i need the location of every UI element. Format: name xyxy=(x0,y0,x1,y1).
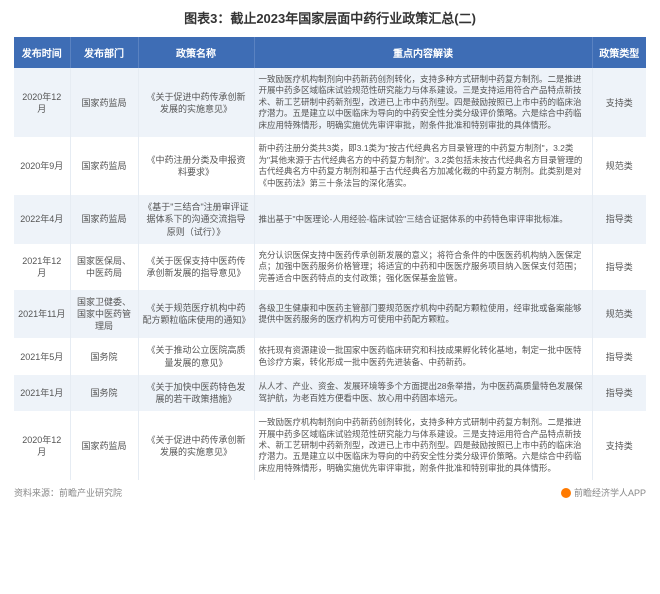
cell-policy: 《关于加快中医药特色发展的若干政策措施》 xyxy=(138,375,254,411)
cell-dept: 国家药监局 xyxy=(70,68,138,137)
table-row: 2020年9月 国家药监局 《中药注册分类及申报资料要求》 新中药注册分类共3类… xyxy=(14,137,646,195)
cell-date: 2020年12月 xyxy=(14,68,70,137)
cell-dept: 国家药监局 xyxy=(70,411,138,480)
cell-desc: 一致励医疗机构制剂向中药新药创剂转化，支持多种方式研制中药复方制剂。二是推进开展… xyxy=(254,411,592,480)
cell-dept: 国务院 xyxy=(70,338,138,374)
brand-logo-icon xyxy=(561,488,571,498)
cell-desc: 新中药注册分类共3类，即3.1类为"按古代经典名方目录管理的中药复方制剂"，3.… xyxy=(254,137,592,195)
table-row: 2021年1月 国务院 《关于加快中医药特色发展的若干政策措施》 从人才、产业、… xyxy=(14,375,646,411)
table-container: 发布时间 发布部门 政策名称 重点内容解读 政策类型 2020年12月 国家药监… xyxy=(0,37,660,480)
brand-label: 前瞻经济学人APP xyxy=(561,486,646,499)
cell-policy: 《关于促进中药传承创新发展的实施意见》 xyxy=(138,411,254,480)
cell-policy: 《关于医保支持中医药传承创新发展的指导意见》 xyxy=(138,244,254,290)
cell-dept: 国务院 xyxy=(70,375,138,411)
cell-date: 2020年12月 xyxy=(14,411,70,480)
cell-desc: 各级卫生健康和中医药主管部门要规范医疗机构中药配方颗粒使用，经审批或备案能够提供… xyxy=(254,290,592,338)
cell-desc: 一致励医疗机构制剂向中药新药创剂转化，支持多种方式研制中药复方制剂。二是推进开展… xyxy=(254,68,592,137)
cell-desc: 依托现有资源建设一批国家中医药临床研究和科技成果孵化转化基地，制定一批中医特色诊… xyxy=(254,338,592,374)
col-header-dept: 发布部门 xyxy=(70,37,138,68)
source-label: 资料来源：前瞻产业研究院 xyxy=(14,486,122,499)
cell-policy: 《中药注册分类及申报资料要求》 xyxy=(138,137,254,195)
cell-dept: 国家药监局 xyxy=(70,137,138,195)
cell-dept: 国家卫健委、国家中医药管理局 xyxy=(70,290,138,338)
cell-desc: 充分认识医保支持中医药传承创新发展的意义；将符合条件的中医医药机构纳入医保定点；… xyxy=(254,244,592,290)
cell-desc: 推出基于"中医理论-人用经验-临床试验"三结合证据体系的中药特色审评审批标准。 xyxy=(254,195,592,243)
cell-date: 2021年11月 xyxy=(14,290,70,338)
cell-date: 2022年4月 xyxy=(14,195,70,243)
cell-dept: 国家医保局、中医药局 xyxy=(70,244,138,290)
cell-type: 指导类 xyxy=(592,375,646,411)
table-header-row: 发布时间 发布部门 政策名称 重点内容解读 政策类型 xyxy=(14,37,646,68)
table-row: 2021年12月 国家医保局、中医药局 《关于医保支持中医药传承创新发展的指导意… xyxy=(14,244,646,290)
cell-type: 规范类 xyxy=(592,137,646,195)
cell-policy: 《关于规范医疗机构中药配方颗粒临床使用的通知》 xyxy=(138,290,254,338)
brand-text: 前瞻经济学人APP xyxy=(574,486,646,499)
cell-type: 指导类 xyxy=(592,338,646,374)
cell-dept: 国家药监局 xyxy=(70,195,138,243)
cell-type: 支持类 xyxy=(592,68,646,137)
table-row: 2020年12月 国家药监局 《关于促进中药传承创新发展的实施意见》 一致励医疗… xyxy=(14,68,646,137)
cell-policy: 《关于促进中药传承创新发展的实施意见》 xyxy=(138,68,254,137)
cell-type: 规范类 xyxy=(592,290,646,338)
cell-date: 2020年9月 xyxy=(14,137,70,195)
cell-date: 2021年5月 xyxy=(14,338,70,374)
col-header-date: 发布时间 xyxy=(14,37,70,68)
col-header-policy: 政策名称 xyxy=(138,37,254,68)
table-row: 2020年12月 国家药监局 《关于促进中药传承创新发展的实施意见》 一致励医疗… xyxy=(14,411,646,480)
cell-date: 2021年1月 xyxy=(14,375,70,411)
cell-type: 指导类 xyxy=(592,195,646,243)
table-body: 2020年12月 国家药监局 《关于促进中药传承创新发展的实施意见》 一致励医疗… xyxy=(14,68,646,480)
cell-policy: 《关于推动公立医院高质量发展的意见》 xyxy=(138,338,254,374)
table-row: 2022年4月 国家药监局 《基于"三结合"注册审评证据体系下的沟通交流指导原则… xyxy=(14,195,646,243)
cell-type: 支持类 xyxy=(592,411,646,480)
cell-type: 指导类 xyxy=(592,244,646,290)
cell-policy: 《基于"三结合"注册审评证据体系下的沟通交流指导原则（试行）》 xyxy=(138,195,254,243)
footer: 资料来源：前瞻产业研究院 前瞻经济学人APP xyxy=(0,480,660,499)
col-header-desc: 重点内容解读 xyxy=(254,37,592,68)
cell-date: 2021年12月 xyxy=(14,244,70,290)
table-row: 2021年5月 国务院 《关于推动公立医院高质量发展的意见》 依托现有资源建设一… xyxy=(14,338,646,374)
col-header-type: 政策类型 xyxy=(592,37,646,68)
policy-table: 发布时间 发布部门 政策名称 重点内容解读 政策类型 2020年12月 国家药监… xyxy=(14,37,646,480)
table-row: 2021年11月 国家卫健委、国家中医药管理局 《关于规范医疗机构中药配方颗粒临… xyxy=(14,290,646,338)
chart-title: 图表3：截止2023年国家层面中药行业政策汇总(二) xyxy=(0,0,660,37)
cell-desc: 从人才、产业、资金、发展环境等多个方面提出28条举措，为中医药高质量特色发展保驾… xyxy=(254,375,592,411)
